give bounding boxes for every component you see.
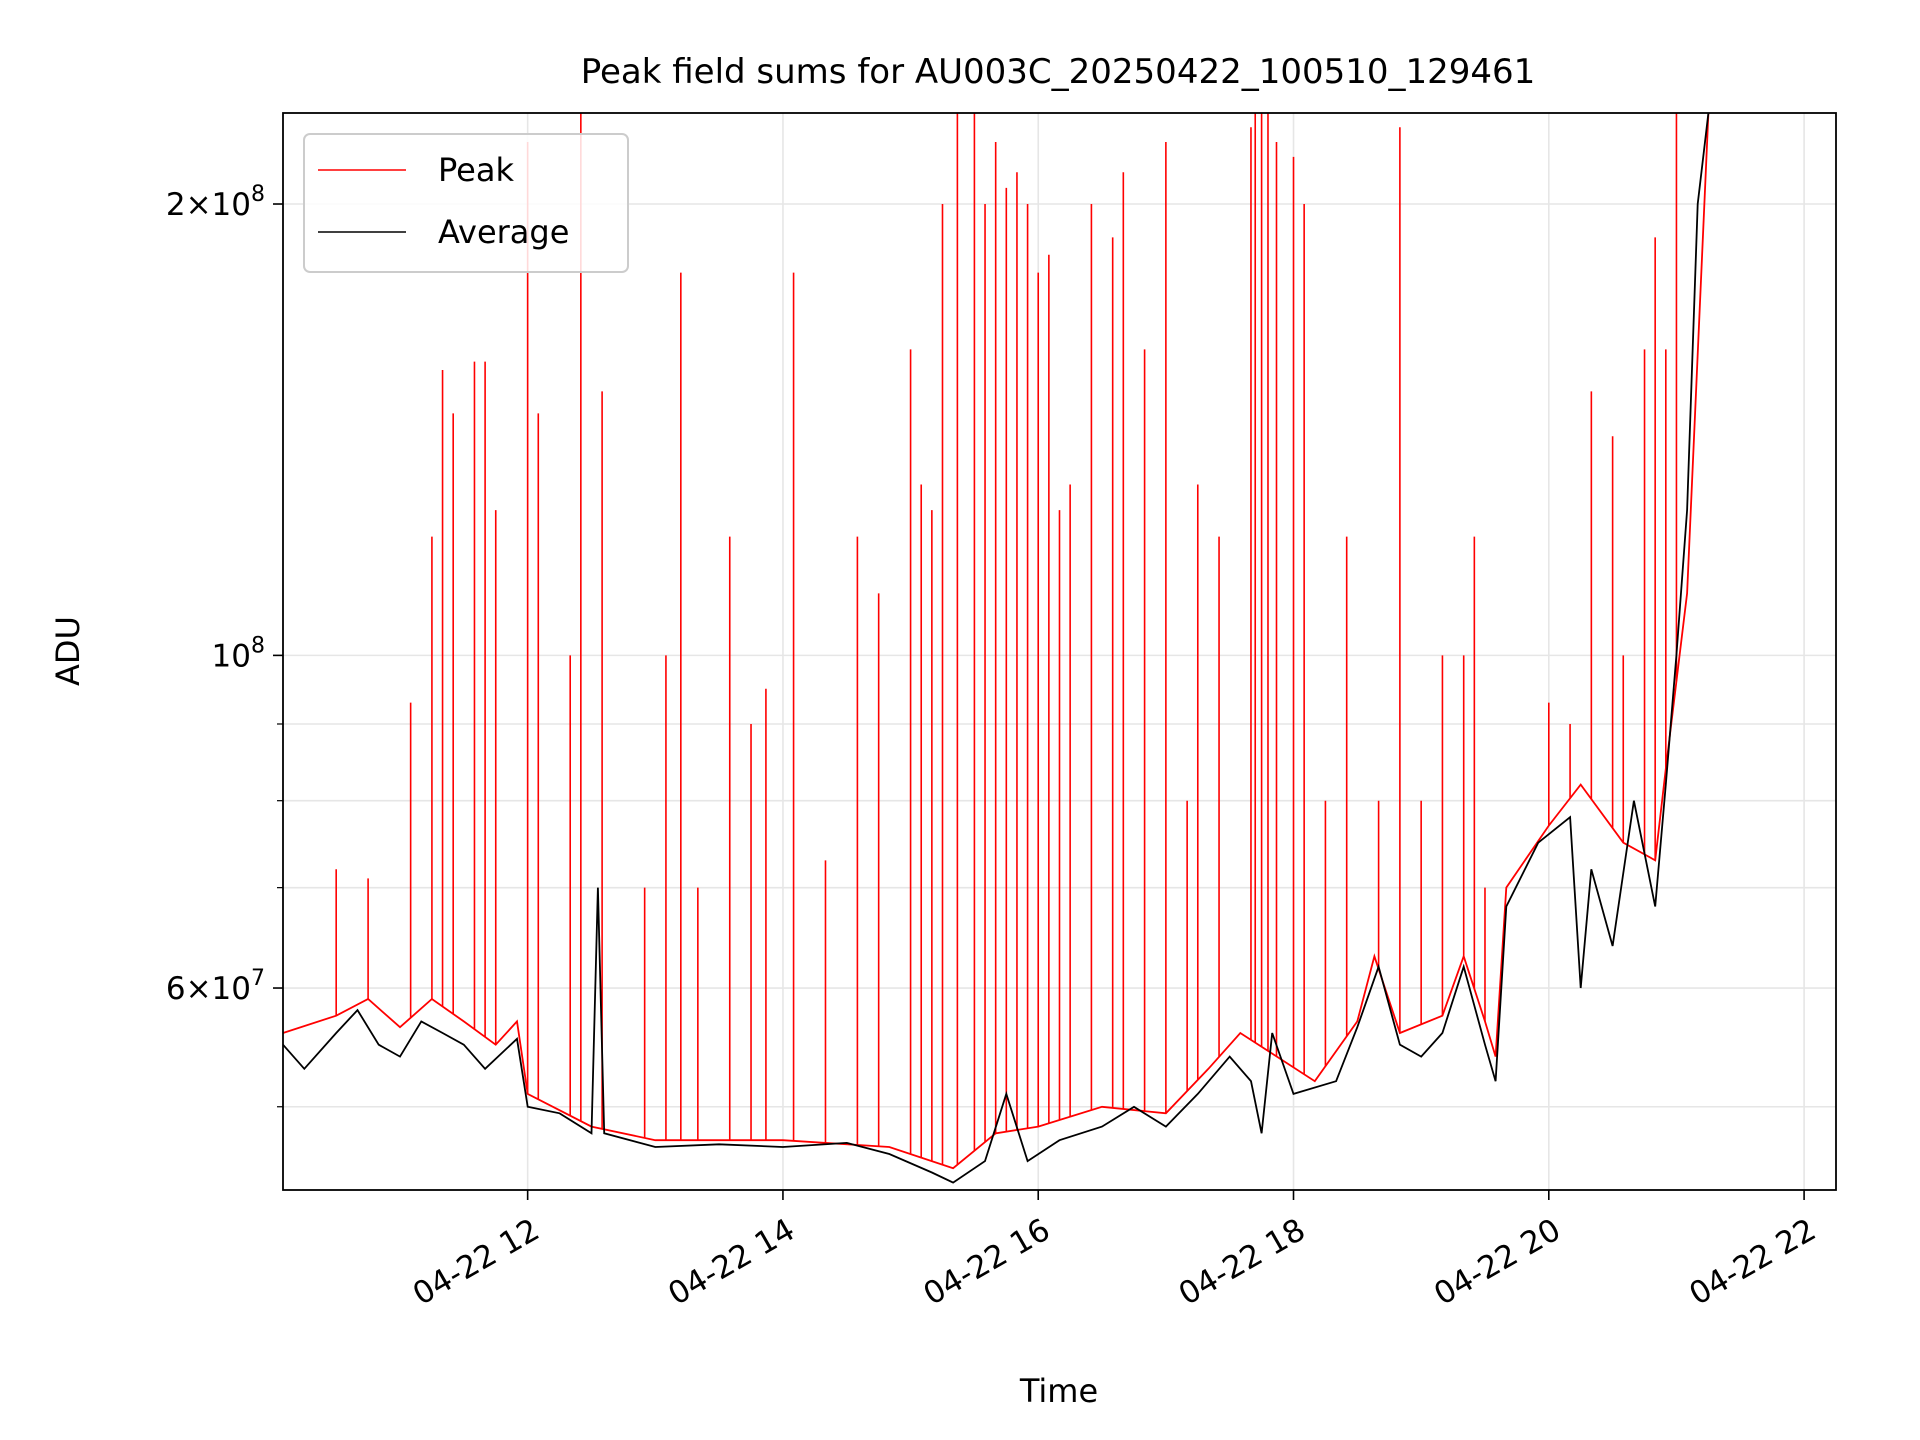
chart-title: Peak field sums for AU003C_20250422_1005… bbox=[581, 52, 1536, 92]
y-axis: 6×107 108 2×108 bbox=[166, 182, 283, 1108]
legend-label-peak: Peak bbox=[438, 151, 514, 189]
y-axis-label: ADU bbox=[49, 616, 87, 686]
legend: Peak Average bbox=[303, 133, 629, 273]
y-tick-label: 6×107 bbox=[166, 966, 265, 1007]
y-tick-label: 2×108 bbox=[166, 182, 265, 223]
legend-label-average: Average bbox=[438, 213, 569, 251]
series-layer bbox=[282, 112, 1710, 1184]
legend-box bbox=[303, 133, 629, 273]
plot-frame bbox=[282, 112, 1837, 1191]
series-average-line bbox=[282, 112, 1710, 1184]
x-axis-label: Time bbox=[1019, 1372, 1098, 1410]
y-tick-label: 108 bbox=[212, 633, 265, 674]
